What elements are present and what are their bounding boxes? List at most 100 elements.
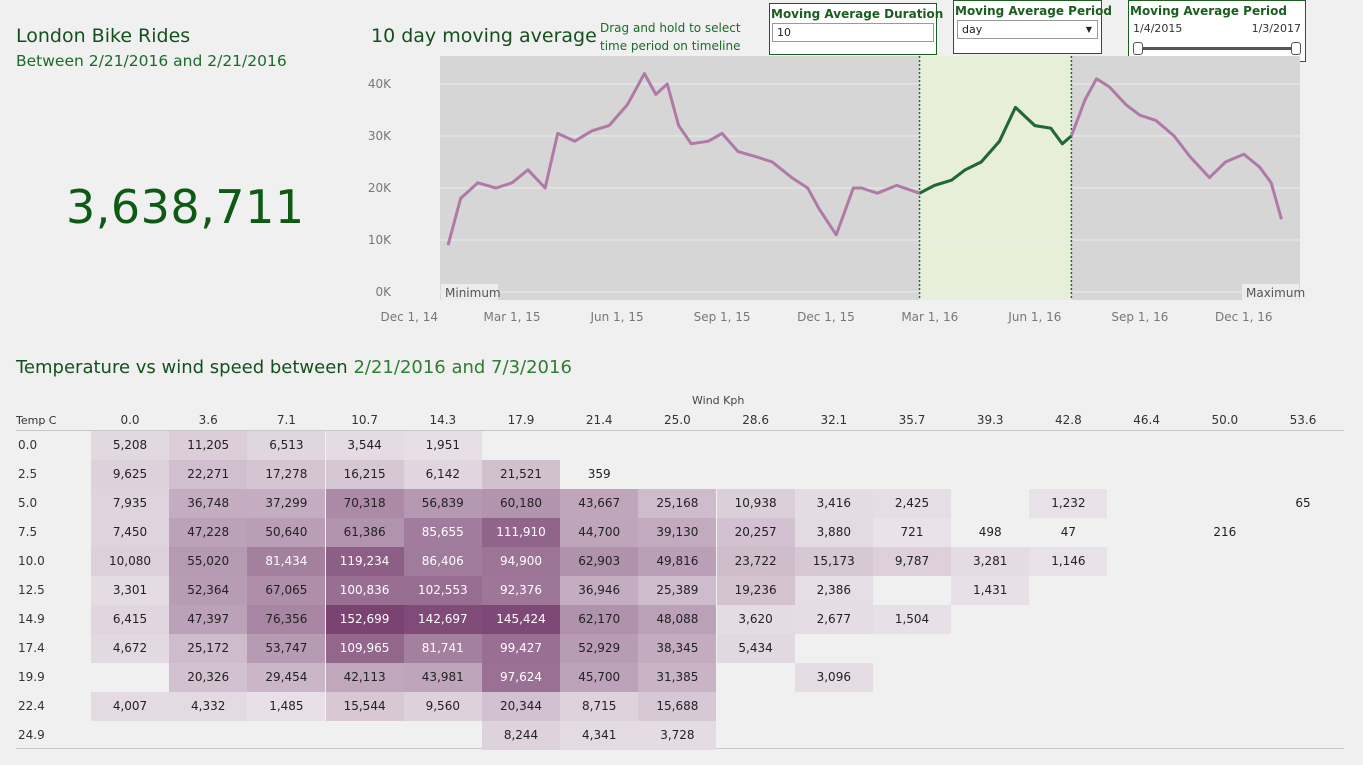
- heatmap-cell[interactable]: 47,228: [169, 518, 248, 547]
- heatmap-cell[interactable]: 6,142: [403, 460, 482, 489]
- heatmap-cell[interactable]: 36,946: [560, 576, 639, 605]
- heatmap-cell[interactable]: 47,397: [169, 605, 248, 634]
- heatmap-cell[interactable]: 4,341: [560, 721, 639, 750]
- heatmap-cell[interactable]: 109,965: [325, 634, 404, 663]
- heatmap-cell[interactable]: 5,434: [716, 634, 795, 663]
- heatmap-cell[interactable]: 2,677: [794, 605, 873, 634]
- heatmap-cell[interactable]: 42,113: [325, 663, 404, 692]
- heatmap-cell[interactable]: 6,415: [91, 605, 169, 634]
- heatmap-cell[interactable]: 1,504: [873, 605, 951, 634]
- heatmap-cell[interactable]: 20,344: [482, 692, 560, 721]
- heatmap-cell[interactable]: 7,450: [91, 518, 169, 547]
- heatmap-cell[interactable]: 9,787: [873, 547, 951, 576]
- heatmap-cell[interactable]: 9,560: [403, 692, 482, 721]
- heatmap-cell[interactable]: 359: [587, 467, 611, 481]
- heatmap-cell[interactable]: 15,688: [638, 692, 717, 721]
- heatmap-cell[interactable]: 81,741: [403, 634, 482, 663]
- heatmap-cell[interactable]: 3,728: [638, 721, 717, 750]
- heatmap-cell[interactable]: 102,553: [403, 576, 482, 605]
- heatmap-cell[interactable]: 86,406: [403, 547, 482, 576]
- range-slider-end-handle[interactable]: [1291, 42, 1301, 55]
- heatmap-cell[interactable]: 6,513: [247, 431, 326, 460]
- heatmap-cell[interactable]: 43,667: [560, 489, 639, 518]
- heatmap-cell[interactable]: 1,232: [1029, 489, 1108, 518]
- heatmap-cell[interactable]: 11,205: [169, 431, 248, 460]
- heatmap-cell[interactable]: 1,485: [247, 692, 326, 721]
- heatmap-cell[interactable]: 498: [978, 525, 1002, 539]
- heatmap-cell[interactable]: 56,839: [403, 489, 482, 518]
- heatmap-cell[interactable]: 37,299: [247, 489, 326, 518]
- heatmap-cell[interactable]: 142,697: [403, 605, 482, 634]
- heatmap-cell[interactable]: 22,271: [169, 460, 248, 489]
- heatmap-cell[interactable]: 29,454: [247, 663, 326, 692]
- heatmap-cell[interactable]: 9,625: [91, 460, 169, 489]
- heatmap-cell[interactable]: 3,880: [794, 518, 873, 547]
- heatmap-cell[interactable]: 62,903: [560, 547, 639, 576]
- heatmap-cell[interactable]: 7,935: [91, 489, 169, 518]
- heatmap-cell[interactable]: 61,386: [325, 518, 404, 547]
- heatmap-cell[interactable]: 50,640: [247, 518, 326, 547]
- heatmap-cell[interactable]: 52,929: [560, 634, 639, 663]
- heatmap-cell[interactable]: 1,951: [403, 431, 482, 460]
- heatmap-cell[interactable]: 81,434: [247, 547, 326, 576]
- heatmap-cell[interactable]: 152,699: [325, 605, 404, 634]
- heatmap-cell[interactable]: 3,281: [951, 547, 1030, 576]
- heatmap-cell[interactable]: 8,715: [560, 692, 639, 721]
- heatmap-cell[interactable]: 85,655: [403, 518, 482, 547]
- moving-average-line-chart[interactable]: 0K 10K 20K 30K 40K Dec 1, 14 Mar 1, 15 Jun 1, 1…: [0, 0, 1363, 340]
- heatmap-cell[interactable]: 43,981: [403, 663, 482, 692]
- heatmap-cell[interactable]: 16,215: [325, 460, 404, 489]
- heatmap-cell[interactable]: 3,301: [91, 576, 169, 605]
- heatmap-cell[interactable]: 92,376: [482, 576, 560, 605]
- heatmap-cell[interactable]: 10,080: [91, 547, 169, 576]
- heatmap-cell[interactable]: 49,816: [638, 547, 717, 576]
- heatmap-cell[interactable]: 19,236: [716, 576, 795, 605]
- heatmap-cell[interactable]: 25,172: [169, 634, 248, 663]
- heatmap-cell[interactable]: 25,389: [638, 576, 717, 605]
- heatmap-cell[interactable]: 8,244: [482, 721, 560, 750]
- heatmap-cell[interactable]: 48,088: [638, 605, 717, 634]
- heatmap-cell[interactable]: 111,910: [482, 518, 560, 547]
- heatmap-cell[interactable]: 10,938: [716, 489, 795, 518]
- heatmap-cell[interactable]: 3,544: [325, 431, 404, 460]
- heatmap-cell[interactable]: 94,900: [482, 547, 560, 576]
- heatmap-cell[interactable]: 2,386: [794, 576, 873, 605]
- heatmap-cell[interactable]: 44,700: [560, 518, 639, 547]
- heatmap-cell[interactable]: 38,345: [638, 634, 717, 663]
- heatmap-cell[interactable]: 20,257: [716, 518, 795, 547]
- heatmap-cell[interactable]: 70,318: [325, 489, 404, 518]
- duration-input[interactable]: 10: [772, 23, 934, 42]
- heatmap-cell[interactable]: 65: [1295, 496, 1311, 510]
- heatmap-cell[interactable]: 53,747: [247, 634, 326, 663]
- heatmap-cell[interactable]: 45,700: [560, 663, 639, 692]
- heatmap-cell[interactable]: 17,278: [247, 460, 326, 489]
- heatmap-cell[interactable]: 52,364: [169, 576, 248, 605]
- heatmap-cell[interactable]: 76,356: [247, 605, 326, 634]
- heatmap-cell[interactable]: 5,208: [91, 431, 169, 460]
- heatmap-cell[interactable]: 2,425: [873, 489, 951, 518]
- heatmap-cell[interactable]: 100,836: [325, 576, 404, 605]
- heatmap-cell[interactable]: 4,007: [91, 692, 169, 721]
- heatmap-cell[interactable]: 3,416: [794, 489, 873, 518]
- heatmap-cell[interactable]: 1,146: [1029, 547, 1108, 576]
- heatmap-cell[interactable]: 36,748: [169, 489, 248, 518]
- heatmap-cell[interactable]: 4,672: [91, 634, 169, 663]
- heatmap-cell[interactable]: 216: [1213, 525, 1237, 539]
- heatmap-cell[interactable]: 55,020: [169, 547, 248, 576]
- heatmap-cell[interactable]: 1,431: [951, 576, 1030, 605]
- heatmap-cell[interactable]: 4,332: [169, 692, 248, 721]
- heatmap-cell[interactable]: 47: [1060, 525, 1077, 539]
- heatmap-cell[interactable]: 119,234: [325, 547, 404, 576]
- heatmap-cell[interactable]: 23,722: [716, 547, 795, 576]
- heatmap-cell[interactable]: 21,521: [482, 460, 560, 489]
- heatmap-cell[interactable]: 99,427: [482, 634, 560, 663]
- heatmap-cell[interactable]: 20,326: [169, 663, 248, 692]
- heatmap-cell[interactable]: 15,544: [325, 692, 404, 721]
- heatmap-cell[interactable]: 62,170: [560, 605, 639, 634]
- heatmap-cell[interactable]: 60,180: [482, 489, 560, 518]
- heatmap-cell[interactable]: 15,173: [794, 547, 873, 576]
- heatmap-cell[interactable]: 721: [873, 518, 951, 547]
- heatmap-cell[interactable]: 31,385: [638, 663, 717, 692]
- period-dropdown[interactable]: day ▼: [957, 20, 1098, 39]
- heatmap-cell[interactable]: 3,096: [794, 663, 873, 692]
